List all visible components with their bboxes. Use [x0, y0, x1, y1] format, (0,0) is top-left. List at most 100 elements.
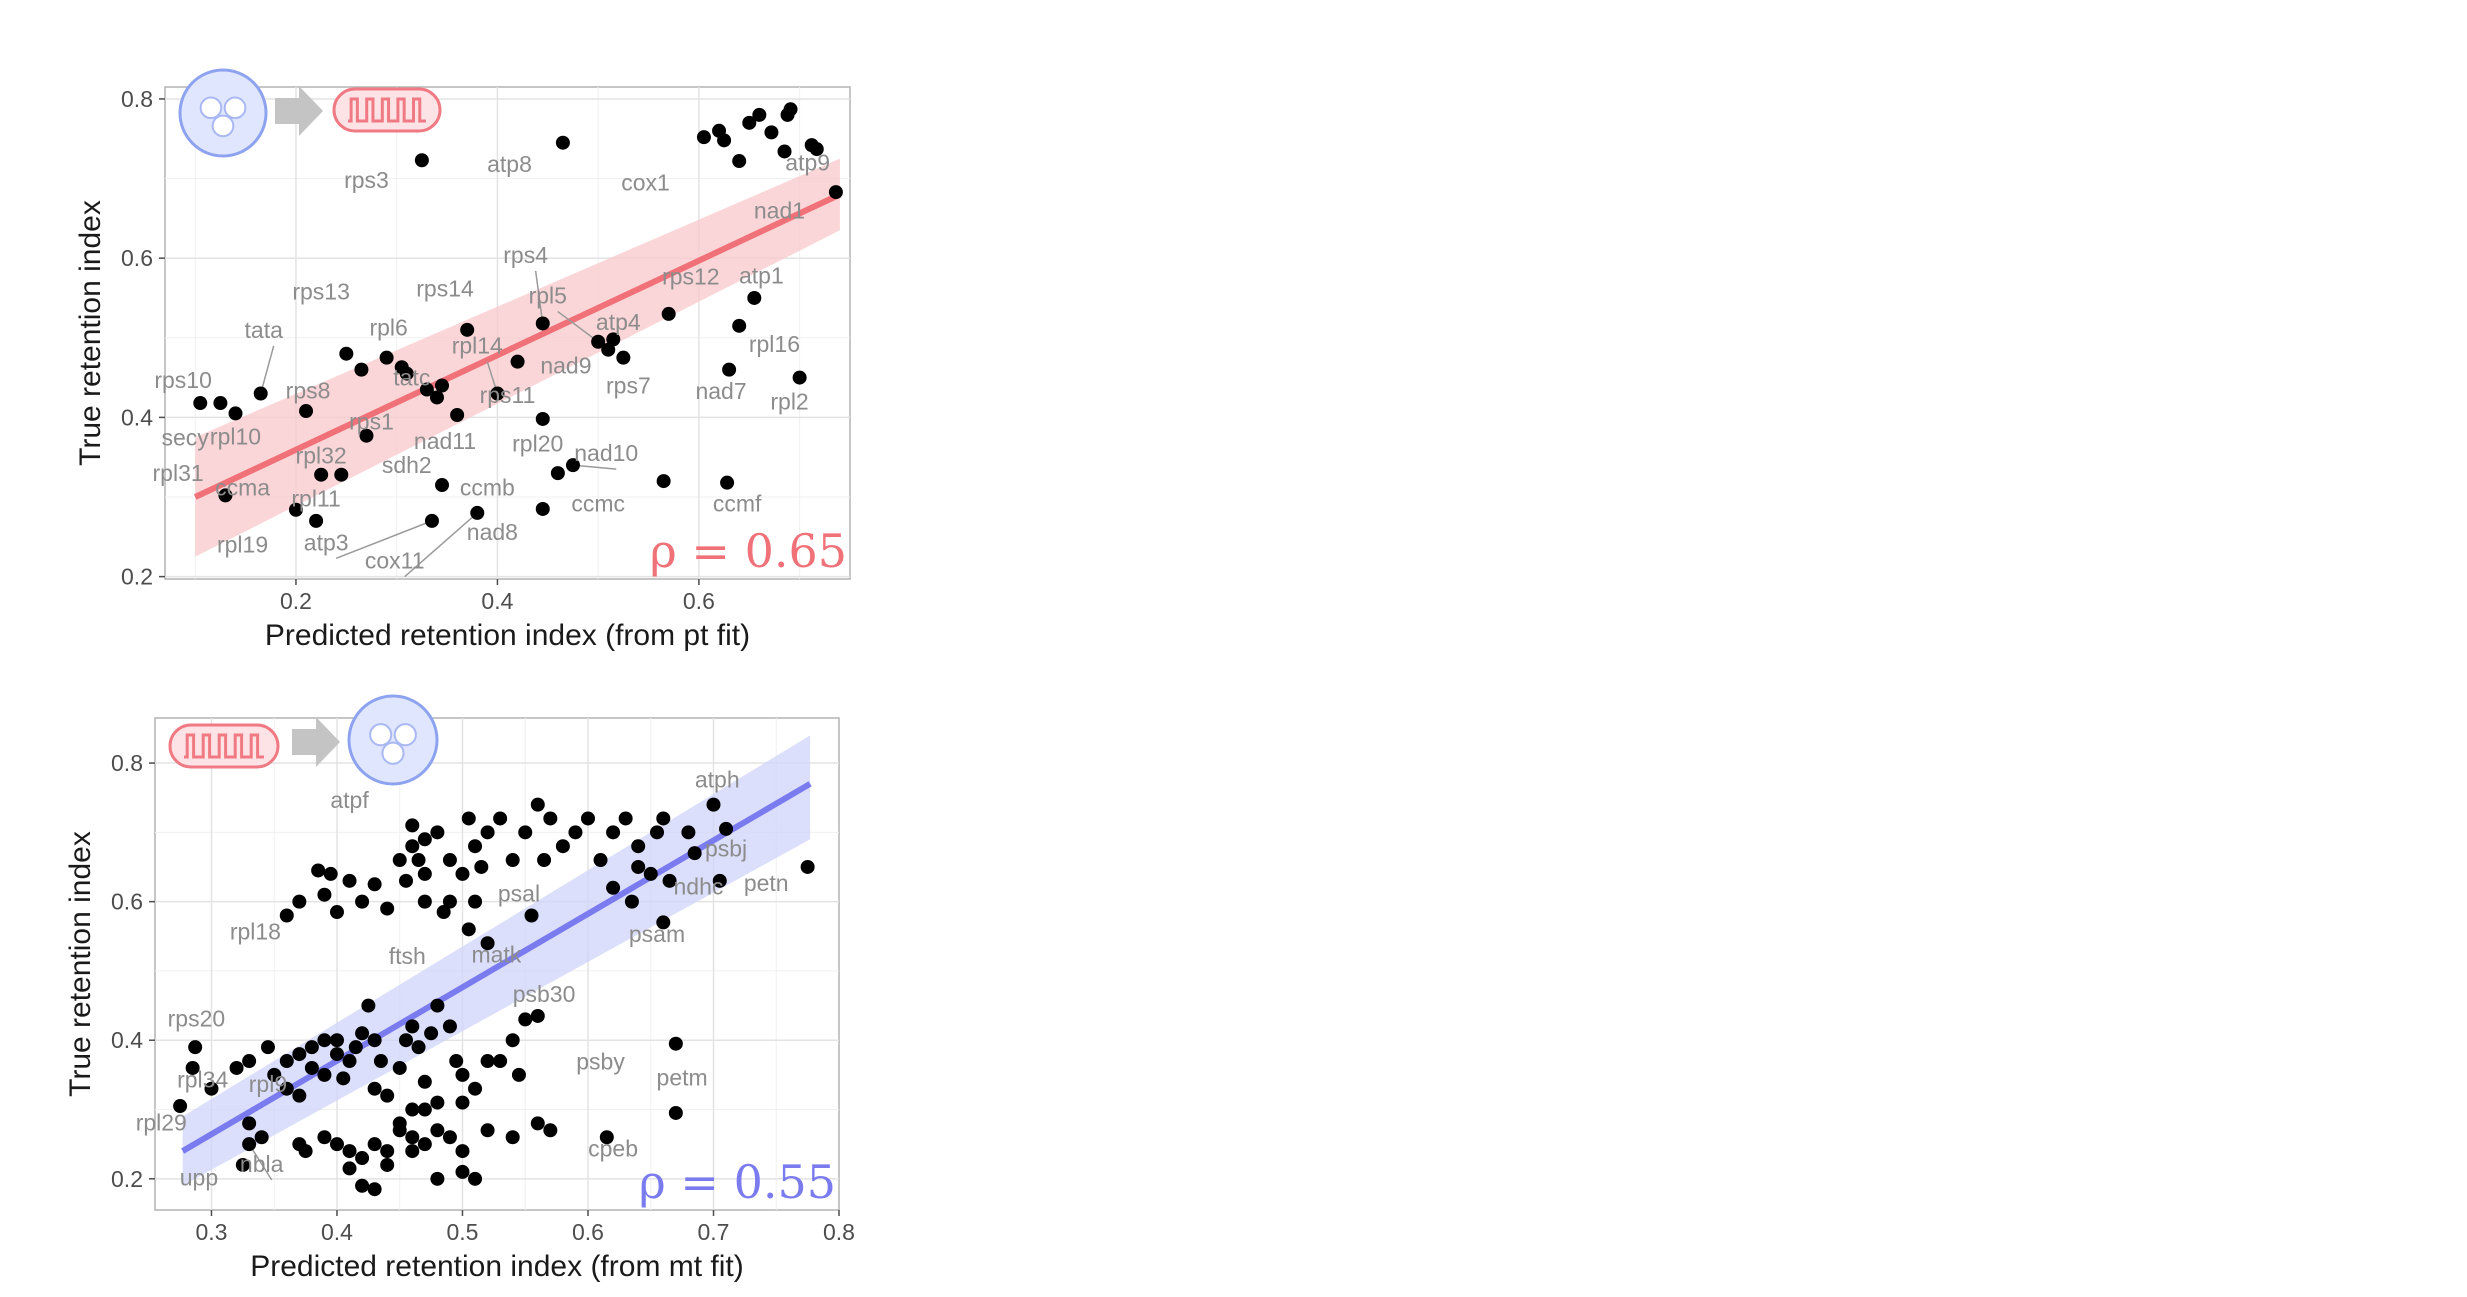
- transfer-icons: [168, 694, 439, 786]
- data-point: [777, 144, 792, 159]
- y-tick-label: 0.8: [121, 86, 153, 112]
- arrow-right-icon: [275, 86, 323, 136]
- data-point: [430, 998, 445, 1013]
- data-point: [449, 1054, 464, 1069]
- y-axis-title: True retention index: [74, 200, 107, 466]
- data-point: [436, 905, 451, 920]
- data-point: [373, 1054, 388, 1069]
- data-point: [518, 825, 533, 840]
- data-point: [480, 1123, 495, 1138]
- data-point: [311, 863, 326, 878]
- chloroplast-icon: [347, 694, 439, 786]
- data-point: [435, 478, 450, 493]
- data-point: [253, 386, 268, 401]
- data-point: [696, 130, 711, 145]
- data-point: [524, 908, 539, 923]
- data-point: [555, 135, 570, 150]
- data-point: [828, 185, 843, 200]
- gene-label: rpl9: [249, 1071, 287, 1097]
- data-point: [687, 846, 702, 861]
- data-point: [218, 488, 233, 503]
- data-point: [329, 1033, 344, 1048]
- data-point: [399, 1033, 414, 1048]
- data-point: [543, 811, 558, 826]
- gene-label: atp4: [596, 309, 641, 335]
- gene-label: secy: [161, 424, 209, 450]
- gene-label: rpl19: [217, 532, 268, 558]
- data-point: [355, 1151, 370, 1166]
- data-point: [329, 905, 344, 920]
- leader-line: [259, 345, 275, 394]
- data-point: [732, 154, 747, 169]
- gene-label: upp: [180, 1165, 218, 1191]
- data-point: [681, 825, 696, 840]
- data-point: [601, 342, 616, 357]
- gene-label: petn: [744, 870, 789, 896]
- data-point: [380, 901, 395, 916]
- data-point: [405, 1102, 420, 1117]
- data-point: [367, 1182, 382, 1197]
- gene-label: rps13: [292, 279, 350, 305]
- data-point: [380, 1157, 395, 1172]
- data-point: [565, 458, 580, 473]
- data-point: [339, 346, 354, 361]
- regression-line: [193, 191, 842, 500]
- data-point: [800, 859, 815, 874]
- data-point: [304, 1060, 319, 1075]
- data-point: [662, 873, 677, 888]
- thylakoid-1: [369, 723, 393, 747]
- gene-label: petm: [657, 1064, 708, 1090]
- data-point: [292, 1088, 307, 1103]
- y-tick-label: 0.4: [111, 1027, 143, 1053]
- mitochondrion-icon: [332, 87, 442, 133]
- data-point: [411, 1040, 426, 1055]
- gene-label: atp1: [739, 263, 784, 289]
- data-point: [783, 102, 798, 117]
- data-point: [480, 825, 495, 840]
- thylakoid-1: [199, 96, 223, 120]
- data-point: [399, 873, 414, 888]
- gene-label: rpl10: [210, 423, 261, 449]
- x-tick-label: 0.5: [446, 1219, 478, 1245]
- data-point: [323, 866, 338, 881]
- data-point: [656, 811, 671, 826]
- gene-label: rps7: [606, 373, 651, 399]
- data-point: [417, 832, 432, 847]
- gene-label: nad10: [574, 440, 638, 466]
- data-point: [188, 1040, 203, 1055]
- data-point: [474, 859, 489, 874]
- data-point: [430, 825, 445, 840]
- data-point: [242, 1116, 257, 1131]
- gene-label: cox11: [365, 548, 425, 574]
- data-point: [455, 1164, 470, 1179]
- scatter-chart-2: 0.3 0.4 0.5 0.6 0.7 0.8 0.2 0.4 0.6 0.8 Predicted …: [64, 694, 855, 1283]
- data-point: [267, 1067, 282, 1082]
- gene-label: matk: [471, 942, 521, 968]
- data-point: [747, 290, 762, 305]
- data-point: [317, 1067, 332, 1082]
- data-point: [399, 366, 414, 381]
- leader-line: [557, 310, 599, 343]
- thylakoid-2: [223, 96, 247, 120]
- data-point: [334, 467, 349, 482]
- data-point: [317, 1130, 332, 1145]
- correlation-label: ρ = 0.55: [639, 1155, 836, 1209]
- data-point: [317, 1033, 332, 1048]
- data-point: [380, 1088, 395, 1103]
- gene-label: rps3: [344, 167, 389, 193]
- data-point: [643, 866, 658, 881]
- data-point: [442, 1130, 457, 1145]
- data-point: [342, 1144, 357, 1159]
- chloroplast-outline: [347, 694, 439, 786]
- data-point: [424, 513, 439, 528]
- data-point: [185, 1060, 200, 1075]
- data-point: [505, 853, 520, 868]
- gene-label: ccmf: [713, 490, 762, 516]
- data-point: [712, 123, 727, 138]
- x-axis-title: Predicted retention index (from pt fit): [265, 619, 750, 652]
- gene-label: rps11: [480, 382, 536, 408]
- gene-label: psam: [629, 921, 685, 947]
- data-point: [580, 811, 595, 826]
- data-point: [631, 859, 646, 874]
